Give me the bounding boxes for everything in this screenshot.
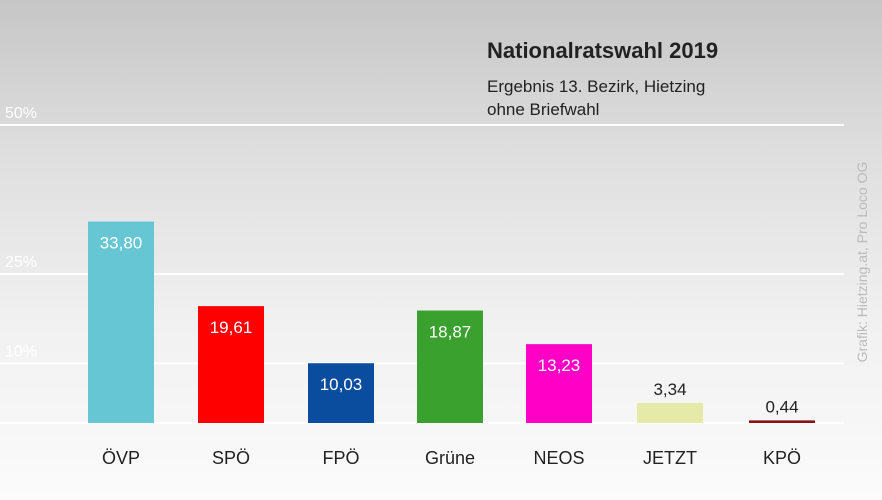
chart-subtitle-line-2: ohne Briefwahl — [487, 100, 600, 119]
value-label-3: 18,87 — [429, 323, 472, 342]
value-label-0: 33,80 — [100, 234, 143, 253]
value-label-2: 10,03 — [320, 375, 363, 394]
category-label-2: FPÖ — [322, 448, 359, 468]
category-label-5: JETZT — [643, 448, 697, 468]
value-label-6: 0,44 — [765, 397, 798, 416]
bar-4 — [526, 344, 592, 423]
bar-0 — [88, 221, 154, 423]
value-label-4: 13,23 — [538, 356, 581, 375]
chart-title: Nationalratswahl 2019 — [487, 38, 719, 63]
value-label-1: 19,61 — [210, 318, 253, 337]
value-label-5: 3,34 — [653, 380, 686, 399]
bar-2 — [308, 363, 374, 423]
reference-label-25: 25% — [5, 254, 37, 271]
category-label-1: SPÖ — [212, 448, 250, 468]
category-label-6: KPÖ — [763, 448, 801, 468]
reference-label-50: 50% — [5, 105, 37, 122]
chart-subtitle-line-1: Ergebnis 13. Bezirk, Hietzing — [487, 77, 706, 96]
category-label-4: NEOS — [533, 448, 584, 468]
bar-6 — [749, 420, 815, 423]
reference-label-10: 10% — [5, 343, 37, 360]
bar-3 — [417, 310, 483, 423]
bar-1 — [198, 306, 264, 423]
bar-5 — [637, 403, 703, 423]
category-label-0: ÖVP — [102, 448, 140, 468]
chart-credit: Grafik: Hietzing.at, Pro Loco OG — [854, 161, 870, 363]
category-label-3: Grüne — [425, 448, 475, 468]
